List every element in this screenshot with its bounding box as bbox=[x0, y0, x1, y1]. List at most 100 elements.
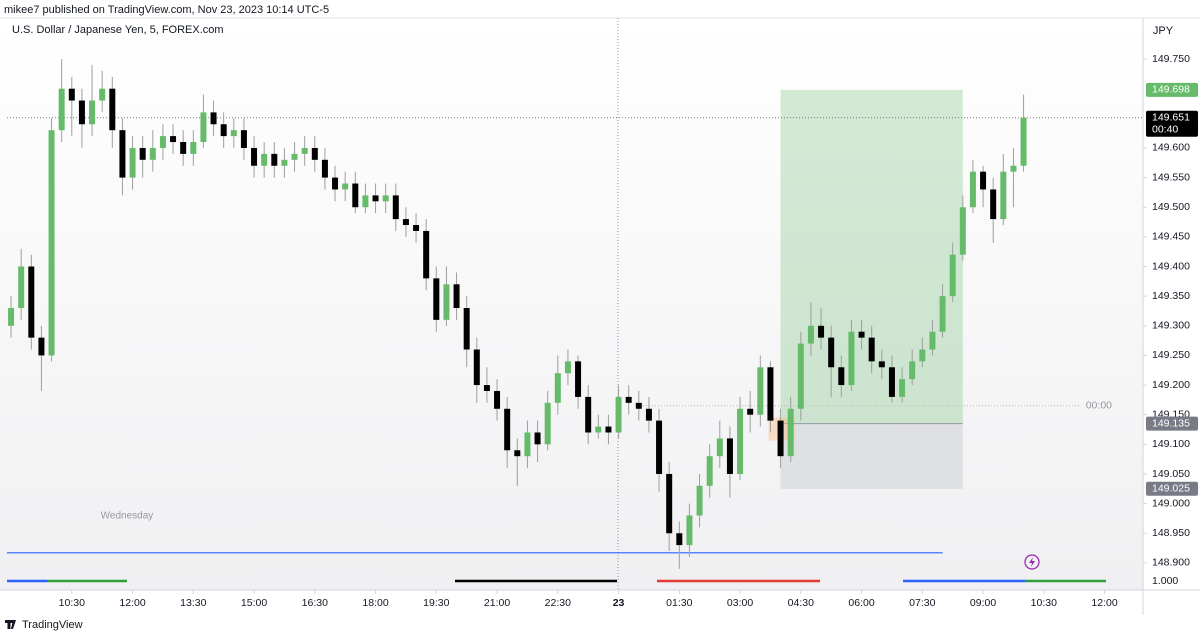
x-tick-label: 10:30 bbox=[1031, 597, 1057, 609]
y-tick-label: 148.950 bbox=[1152, 527, 1190, 539]
candle-body bbox=[828, 337, 835, 368]
candle-body bbox=[899, 379, 906, 397]
indicator-value: 1.000 bbox=[1152, 575, 1178, 587]
candle-body bbox=[625, 396, 632, 403]
x-tick-label: 12:00 bbox=[119, 597, 145, 609]
y-tick-label: 149.450 bbox=[1152, 231, 1190, 243]
candle-body bbox=[251, 147, 258, 166]
candle-body bbox=[929, 331, 936, 350]
candle-body bbox=[494, 390, 501, 409]
candle-body bbox=[362, 195, 369, 208]
candle-body bbox=[342, 183, 349, 190]
candle-body bbox=[919, 349, 926, 362]
x-tick-label: 21:00 bbox=[484, 597, 510, 609]
candle-body bbox=[332, 177, 339, 190]
candle-body bbox=[220, 124, 227, 137]
alert-icon-bolt bbox=[1029, 557, 1035, 567]
candle-body bbox=[990, 189, 997, 220]
candle-body bbox=[686, 515, 693, 546]
y-tick-label: 149.250 bbox=[1152, 349, 1190, 361]
candle-body bbox=[777, 420, 784, 457]
candle-body bbox=[433, 278, 440, 320]
y-tick-label: 149.600 bbox=[1152, 142, 1190, 154]
candle-body bbox=[645, 408, 652, 421]
position-loss bbox=[780, 423, 963, 489]
y-tick-label: 149.100 bbox=[1152, 438, 1190, 450]
candle-body bbox=[969, 171, 976, 208]
candle-body bbox=[483, 385, 490, 391]
candle-body bbox=[170, 136, 177, 143]
candle-body bbox=[109, 88, 116, 131]
candle-body bbox=[1010, 165, 1017, 172]
plot-background bbox=[0, 18, 1143, 590]
y-tick-label: 149.550 bbox=[1152, 171, 1190, 183]
candle-body bbox=[271, 153, 278, 166]
candle-body bbox=[706, 456, 713, 486]
candle-body bbox=[747, 408, 754, 415]
candle-body bbox=[949, 254, 956, 297]
x-tick-label: 19:30 bbox=[423, 597, 449, 609]
candle-body bbox=[68, 88, 75, 101]
x-tick-label: 07:30 bbox=[909, 597, 935, 609]
candle-body bbox=[89, 100, 96, 125]
x-tick-label: 03:00 bbox=[727, 597, 753, 609]
y-tick-label: 149.000 bbox=[1152, 497, 1190, 509]
candle-body bbox=[392, 195, 399, 220]
candle-body bbox=[666, 473, 673, 534]
candle-body bbox=[838, 367, 845, 386]
chart-title: U.S. Dollar / Japanese Yen, 5, FOREX.com bbox=[12, 24, 224, 36]
footer-brand: TradingView bbox=[22, 619, 83, 631]
candle-body bbox=[281, 159, 288, 166]
y-tick-label: 149.500 bbox=[1152, 201, 1190, 213]
candle-body bbox=[463, 308, 470, 350]
position-profit bbox=[780, 89, 963, 424]
y-tick-label: 149.050 bbox=[1152, 468, 1190, 480]
y-tick-label: 149.300 bbox=[1152, 320, 1190, 332]
candle-body bbox=[443, 284, 450, 320]
y-tick-label: 149.750 bbox=[1152, 53, 1190, 65]
candle-body bbox=[402, 219, 409, 226]
x-tick-label: 15:00 bbox=[241, 597, 267, 609]
candle-body bbox=[119, 130, 126, 178]
candle-body bbox=[726, 438, 733, 474]
candle-body bbox=[716, 438, 723, 457]
candle-body bbox=[321, 159, 328, 178]
alert-icon[interactable] bbox=[1024, 554, 1040, 570]
candle-body bbox=[99, 88, 106, 101]
y-tick-label: 149.350 bbox=[1152, 290, 1190, 302]
y-tick-label: 149.400 bbox=[1152, 260, 1190, 272]
currency: JPY bbox=[1153, 25, 1174, 37]
candle-body bbox=[787, 408, 794, 457]
x-tick-label: 01:30 bbox=[666, 597, 692, 609]
candle-body bbox=[453, 284, 460, 309]
logo-mark bbox=[5, 620, 16, 629]
candle-body bbox=[18, 266, 25, 309]
candle-body bbox=[534, 432, 541, 445]
candle-body bbox=[301, 147, 308, 154]
candle-body bbox=[139, 147, 146, 160]
candle-body bbox=[8, 308, 15, 326]
candle-body bbox=[352, 183, 359, 208]
session-label: 00:00 bbox=[1086, 400, 1112, 412]
candle-body bbox=[230, 130, 237, 137]
candle-body bbox=[382, 195, 389, 202]
candle-body bbox=[939, 296, 946, 332]
candle-body bbox=[757, 367, 764, 415]
candle-body bbox=[554, 373, 561, 403]
candle-body bbox=[514, 450, 521, 457]
candle-body bbox=[180, 142, 187, 154]
candle-body bbox=[635, 402, 642, 409]
candle-body bbox=[149, 147, 156, 160]
candle-body bbox=[878, 361, 885, 368]
countdown: 00:40 bbox=[1152, 124, 1178, 136]
candle-body bbox=[48, 130, 55, 356]
x-tick-label: 09:00 bbox=[970, 597, 996, 609]
candle-body bbox=[311, 147, 318, 160]
candle-body bbox=[858, 331, 865, 338]
x-tick-label: 16:30 bbox=[302, 597, 328, 609]
candle-body bbox=[240, 130, 247, 148]
candle-body bbox=[615, 396, 622, 433]
candle-body bbox=[888, 367, 895, 397]
candle-body bbox=[372, 195, 379, 202]
